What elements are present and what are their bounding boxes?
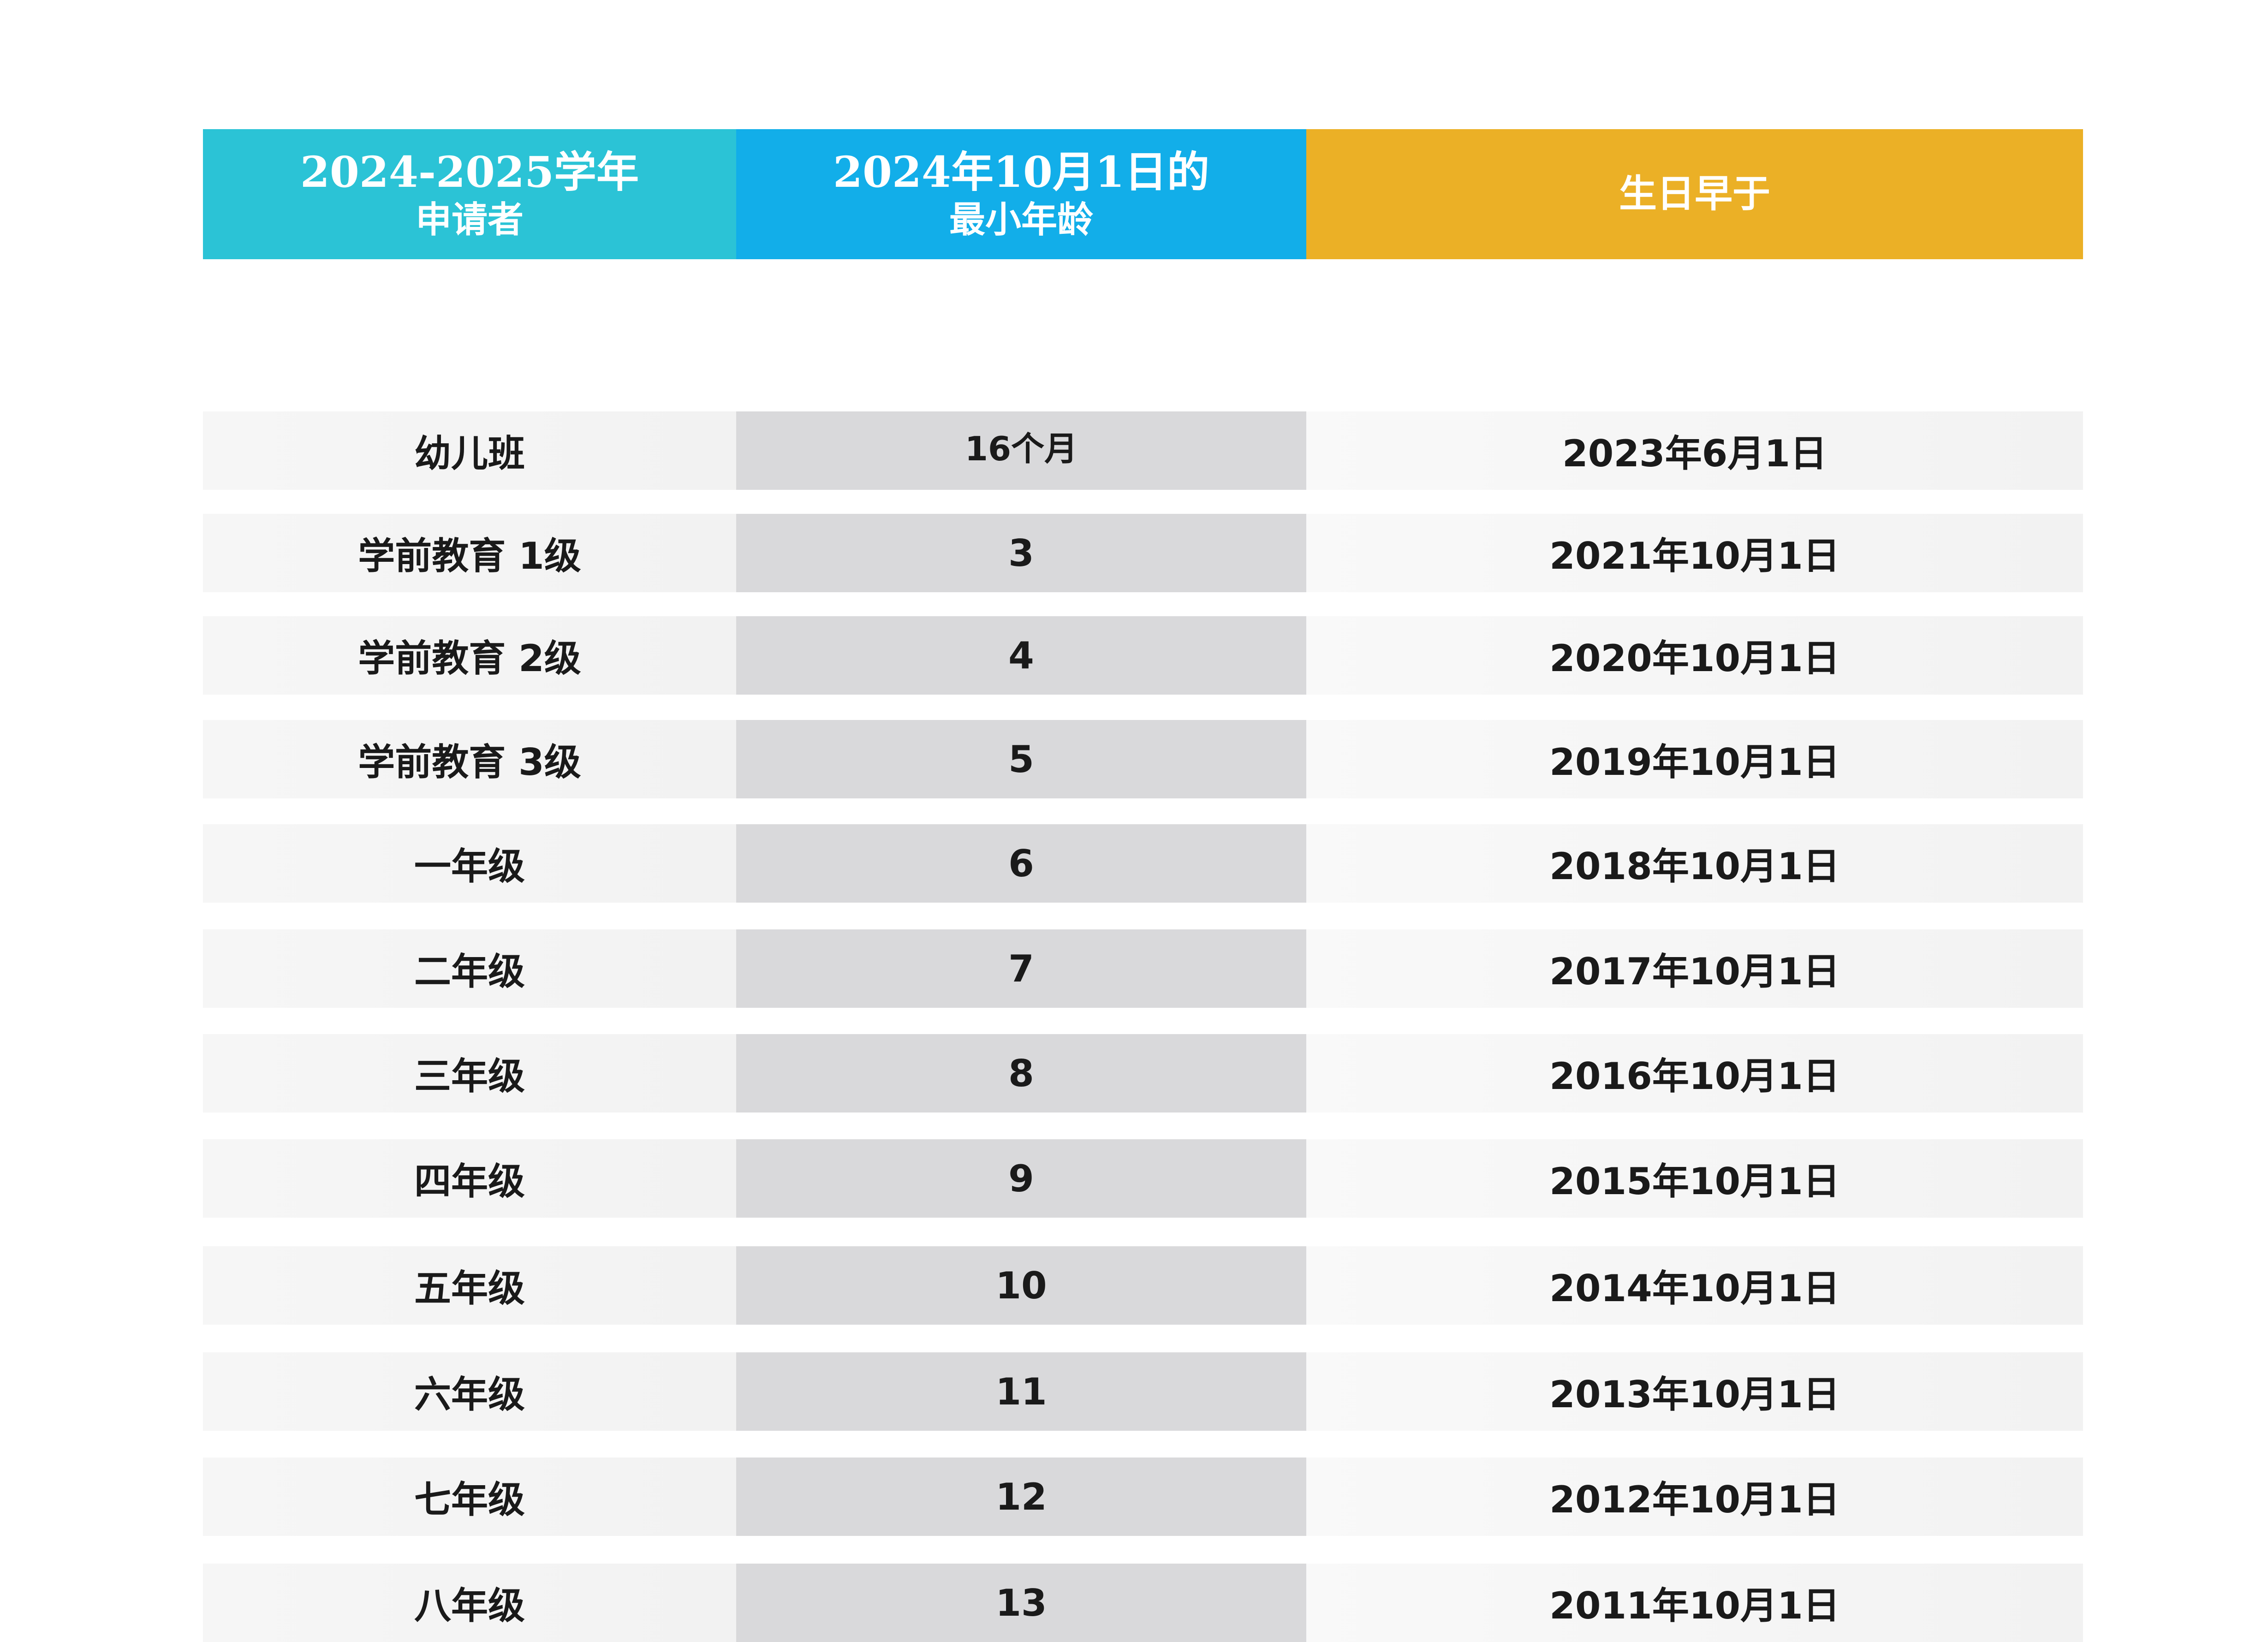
header-min-age-label: 最小年龄 bbox=[949, 199, 1093, 241]
grade-cell: 六年级 bbox=[203, 1352, 736, 1431]
born-before-cell: 2016年10月1日 bbox=[1306, 1034, 2083, 1113]
grade-cell: 一年级 bbox=[203, 824, 736, 903]
min-age-cell: 9 bbox=[736, 1139, 1306, 1218]
born-before-cell: 2018年10月1日 bbox=[1306, 824, 2083, 903]
table-row: 七年级 12 2012年10月1日 bbox=[203, 1458, 2083, 1536]
table-header: 2024-2025学年 申请者 2024年10月1日的 最小年龄 生日早于 bbox=[203, 129, 2083, 259]
table-row: 学前教育 3级 5 2019年10月1日 bbox=[203, 720, 2083, 798]
min-age-cell: 5 bbox=[736, 720, 1306, 798]
header-applicant: 2024-2025学年 申请者 bbox=[203, 129, 736, 259]
table-row: 六年级 11 2013年10月1日 bbox=[203, 1352, 2083, 1431]
born-before-cell: 2020年10月1日 bbox=[1306, 616, 2083, 695]
born-before-cell: 2023年6月1日 bbox=[1306, 411, 2083, 490]
grade-cell: 三年级 bbox=[203, 1034, 736, 1113]
grade-cell: 八年级 bbox=[203, 1564, 736, 1642]
min-age-cell: 7 bbox=[736, 929, 1306, 1008]
min-age-cell: 12 bbox=[736, 1458, 1306, 1536]
min-age-cell: 6 bbox=[736, 824, 1306, 903]
table-row: 学前教育 1级 3 2021年10月1日 bbox=[203, 514, 2083, 592]
min-age-cell: 8 bbox=[736, 1034, 1306, 1113]
header-born-before-label: 生日早于 bbox=[1619, 172, 1770, 216]
min-age-cell: 13 bbox=[736, 1564, 1306, 1642]
header-applicant-label: 申请者 bbox=[415, 199, 524, 241]
grade-cell: 学前教育 2级 bbox=[203, 616, 736, 695]
min-age-cell: 16个月 bbox=[736, 411, 1306, 490]
born-before-cell: 2019年10月1日 bbox=[1306, 720, 2083, 798]
grade-cell: 学前教育 1级 bbox=[203, 514, 736, 592]
grade-cell: 四年级 bbox=[203, 1139, 736, 1218]
table-row: 学前教育 2级 4 2020年10月1日 bbox=[203, 616, 2083, 695]
born-before-cell: 2021年10月1日 bbox=[1306, 514, 2083, 592]
born-before-cell: 2013年10月1日 bbox=[1306, 1352, 2083, 1431]
born-before-cell: 2015年10月1日 bbox=[1306, 1139, 2083, 1218]
admission-age-table: 2024-2025学年 申请者 2024年10月1日的 最小年龄 生日早于 幼儿… bbox=[203, 129, 2083, 1642]
table-row: 幼儿班 16个月 2023年6月1日 bbox=[203, 411, 2083, 490]
header-born-before: 生日早于 bbox=[1306, 129, 2083, 259]
grade-cell: 学前教育 3级 bbox=[203, 720, 736, 798]
table-row: 八年级 13 2011年10月1日 bbox=[203, 1564, 2083, 1642]
min-age-cell: 10 bbox=[736, 1246, 1306, 1325]
table-row: 二年级 7 2017年10月1日 bbox=[203, 929, 2083, 1008]
born-before-cell: 2011年10月1日 bbox=[1306, 1564, 2083, 1642]
header-min-age: 2024年10月1日的 最小年龄 bbox=[736, 129, 1306, 259]
grade-cell: 五年级 bbox=[203, 1246, 736, 1325]
header-applicant-year: 2024-2025学年 bbox=[300, 147, 639, 197]
born-before-cell: 2014年10月1日 bbox=[1306, 1246, 2083, 1325]
grade-cell: 幼儿班 bbox=[203, 411, 736, 490]
header-min-age-date: 2024年10月1日的 bbox=[833, 147, 1210, 197]
table-row: 四年级 9 2015年10月1日 bbox=[203, 1139, 2083, 1218]
born-before-cell: 2017年10月1日 bbox=[1306, 929, 2083, 1008]
table-row: 五年级 10 2014年10月1日 bbox=[203, 1246, 2083, 1325]
min-age-cell: 4 bbox=[736, 616, 1306, 695]
min-age-cell: 11 bbox=[736, 1352, 1306, 1431]
grade-cell: 七年级 bbox=[203, 1458, 736, 1536]
born-before-cell: 2012年10月1日 bbox=[1306, 1458, 2083, 1536]
grade-cell: 二年级 bbox=[203, 929, 736, 1008]
min-age-cell: 3 bbox=[736, 514, 1306, 592]
table-row: 三年级 8 2016年10月1日 bbox=[203, 1034, 2083, 1113]
table-row: 一年级 6 2018年10月1日 bbox=[203, 824, 2083, 903]
